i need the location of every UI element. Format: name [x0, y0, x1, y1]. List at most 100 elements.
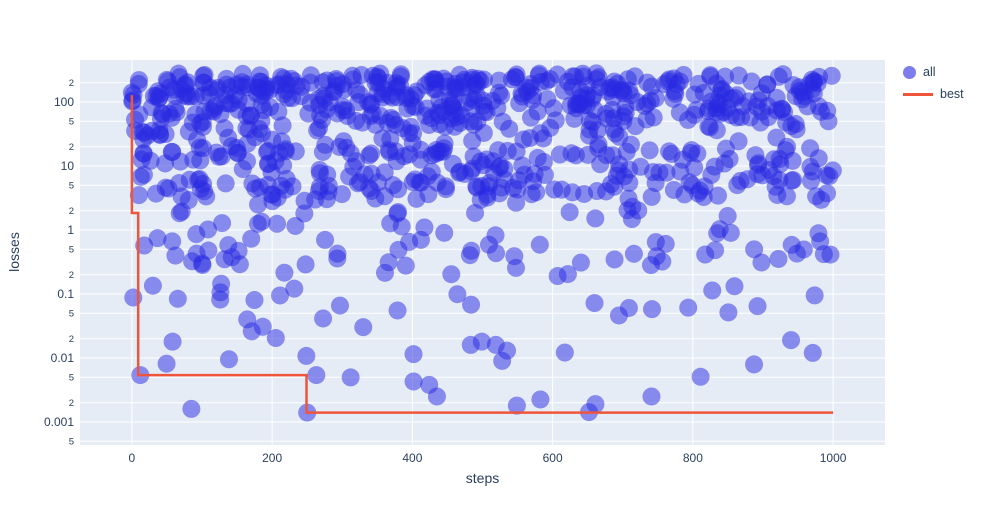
data-point[interactable] [694, 84, 713, 103]
data-point[interactable] [679, 298, 698, 317]
data-point[interactable] [307, 366, 326, 385]
data-point[interactable] [163, 232, 182, 251]
data-point[interactable] [685, 105, 704, 124]
data-point[interactable] [211, 283, 230, 302]
data-point[interactable] [149, 89, 168, 108]
data-point[interactable] [599, 82, 618, 101]
data-point[interactable] [213, 214, 232, 233]
data-point[interactable] [628, 93, 647, 112]
data-point[interactable] [801, 139, 820, 158]
data-point[interactable] [778, 137, 797, 156]
data-point[interactable] [207, 143, 226, 162]
data-point[interactable] [728, 176, 747, 195]
data-point[interactable] [416, 76, 435, 95]
data-point[interactable] [605, 250, 624, 269]
data-point[interactable] [771, 155, 790, 174]
data-point[interactable] [609, 306, 628, 325]
data-point[interactable] [219, 350, 238, 369]
data-point[interactable] [498, 341, 517, 360]
data-point[interactable] [818, 184, 837, 203]
data-point[interactable] [398, 99, 417, 118]
data-point[interactable] [531, 72, 550, 91]
data-point[interactable] [166, 246, 185, 265]
data-point[interactable] [567, 99, 586, 118]
data-point[interactable] [387, 79, 406, 98]
data-point[interactable] [583, 113, 602, 132]
data-point[interactable] [159, 179, 178, 198]
data-point[interactable] [354, 318, 373, 337]
data-point[interactable] [753, 166, 772, 185]
data-point[interactable] [384, 176, 403, 195]
data-point[interactable] [158, 72, 177, 91]
data-point[interactable] [403, 134, 422, 153]
data-point[interactable] [422, 162, 441, 181]
data-point[interactable] [507, 142, 526, 161]
data-point[interactable] [622, 210, 641, 229]
data-point[interactable] [362, 144, 381, 163]
data-point[interactable] [748, 297, 767, 316]
data-point[interactable] [216, 174, 235, 193]
data-point[interactable] [571, 81, 590, 100]
data-point[interactable] [270, 286, 289, 305]
data-point[interactable] [786, 115, 805, 134]
data-point[interactable] [528, 102, 547, 121]
data-point[interactable] [448, 285, 467, 304]
data-point[interactable] [172, 202, 191, 221]
data-point[interactable] [330, 296, 349, 315]
data-point[interactable] [452, 106, 471, 125]
data-point[interactable] [721, 223, 740, 242]
data-point[interactable] [769, 249, 788, 268]
data-point[interactable] [295, 204, 314, 223]
data-point[interactable] [355, 165, 374, 184]
data-point[interactable] [366, 73, 385, 92]
data-point[interactable] [752, 253, 771, 272]
data-point[interactable] [191, 179, 210, 198]
data-point[interactable] [148, 229, 167, 248]
data-point[interactable] [320, 93, 339, 112]
data-point[interactable] [346, 111, 365, 130]
data-point[interactable] [745, 355, 764, 374]
data-point[interactable] [626, 117, 645, 136]
data-point[interactable] [277, 75, 296, 94]
data-point[interactable] [607, 166, 626, 185]
data-point[interactable] [226, 86, 245, 105]
data-point[interactable] [574, 67, 593, 86]
data-point[interactable] [156, 125, 175, 144]
data-point[interactable] [646, 174, 665, 193]
data-point[interactable] [262, 163, 281, 182]
data-point[interactable] [350, 85, 369, 104]
data-point[interactable] [219, 236, 238, 255]
data-point[interactable] [310, 118, 329, 137]
data-point[interactable] [725, 277, 744, 296]
data-point[interactable] [814, 245, 833, 264]
data-point[interactable] [373, 129, 392, 148]
data-point[interactable] [560, 203, 579, 222]
data-point[interactable] [306, 190, 325, 209]
data-point[interactable] [555, 343, 574, 362]
data-point[interactable] [725, 88, 744, 107]
data-point[interactable] [685, 158, 704, 177]
data-point[interactable] [131, 167, 150, 186]
data-point[interactable] [703, 281, 722, 300]
data-point[interactable] [688, 144, 707, 163]
data-point[interactable] [455, 164, 474, 183]
best-line[interactable] [130, 95, 834, 414]
data-point[interactable] [563, 183, 582, 202]
data-point[interactable] [702, 165, 721, 184]
data-point[interactable] [809, 224, 828, 243]
data-point[interactable] [396, 256, 415, 275]
data-point[interactable] [803, 162, 822, 181]
data-point[interactable] [249, 195, 268, 214]
data-point[interactable] [404, 345, 423, 364]
data-point[interactable] [500, 119, 519, 138]
data-point[interactable] [477, 150, 496, 169]
data-point[interactable] [266, 329, 285, 348]
data-point[interactable] [285, 279, 304, 298]
data-point[interactable] [193, 112, 212, 131]
data-point[interactable] [513, 156, 532, 175]
data-point[interactable] [133, 122, 152, 141]
data-point[interactable] [243, 174, 262, 193]
data-point[interactable] [297, 346, 316, 365]
data-point[interactable] [375, 263, 394, 282]
data-point[interactable] [671, 162, 690, 181]
